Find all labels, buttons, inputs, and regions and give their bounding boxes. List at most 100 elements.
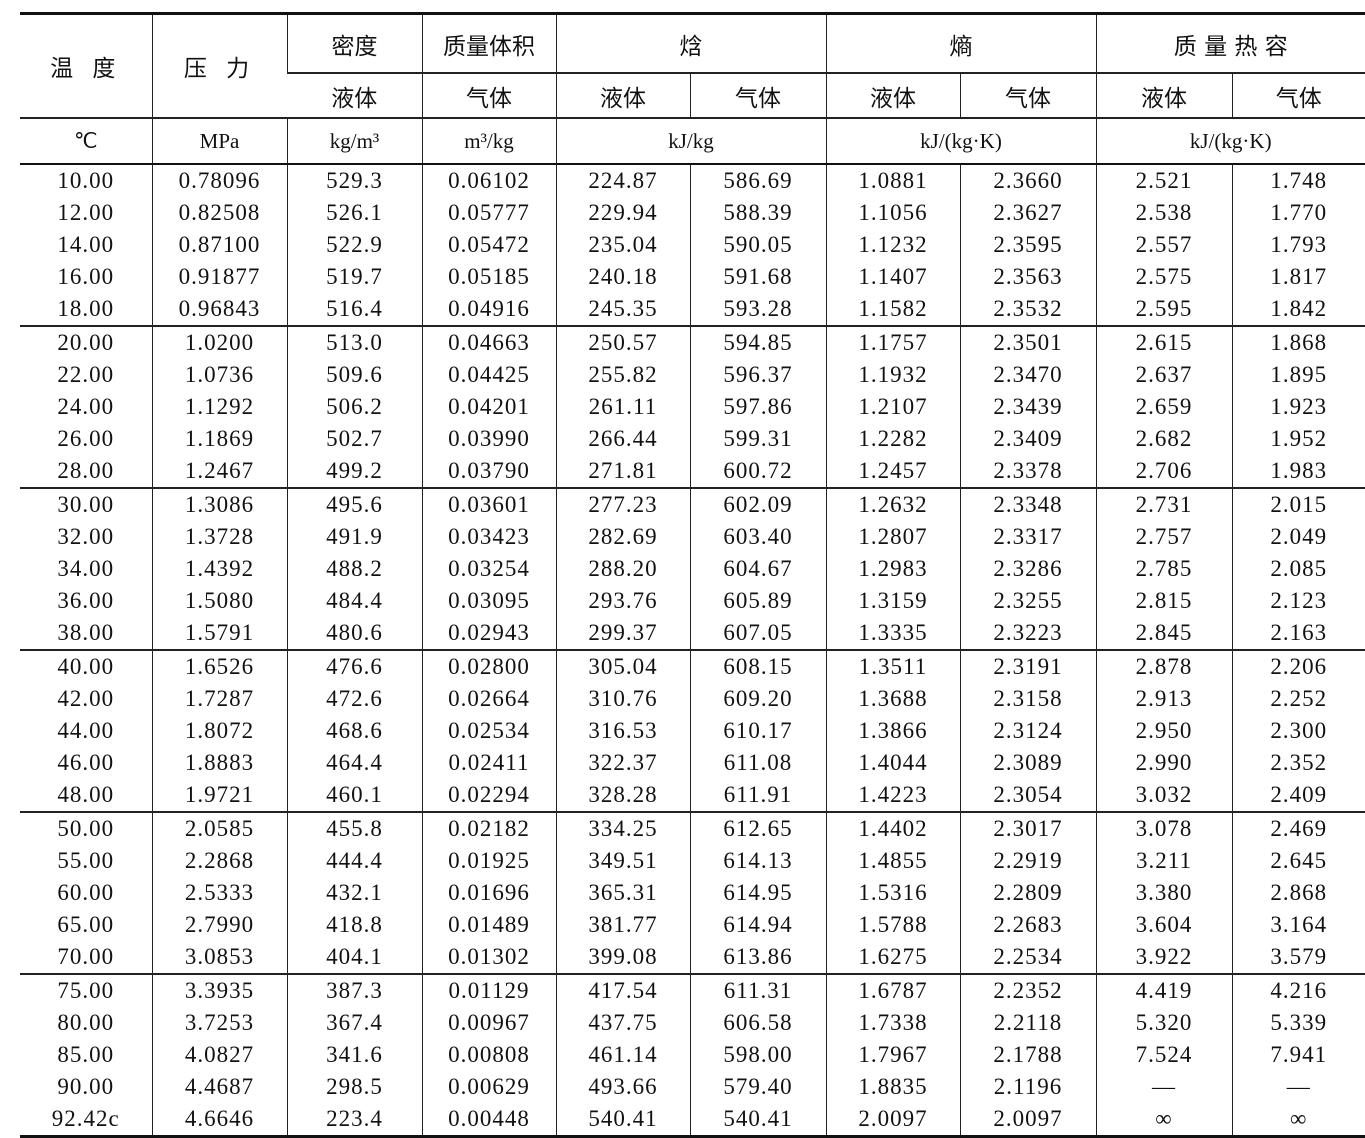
table-cell: 7.941 <box>1231 1039 1365 1071</box>
table-cell: 2.878 <box>1095 650 1232 683</box>
table-cell: 468.6 <box>286 715 422 747</box>
table-cell: 0.03423 <box>421 521 556 553</box>
table-cell: 2.3470 <box>959 359 1096 391</box>
table-cell: 36.00 <box>57 588 115 613</box>
header-gas: 气体 <box>959 73 1096 119</box>
table-cell: 1.5080 <box>151 585 287 617</box>
table-cell: 602.09 <box>689 488 826 521</box>
table-cell: 1.7967 <box>825 1039 960 1071</box>
table-row: 16.00 0.91877 519.7 0.05185 240.18 591.68 1.14… <box>20 261 1365 293</box>
table-cell: 579.40 <box>689 1071 826 1103</box>
table-cell: 2.123 <box>1231 585 1365 617</box>
table-row: 34.00 1.4392 488.2 0.03254 288.20 604.67 1.298… <box>20 553 1365 585</box>
table-cell: 591.68 <box>689 261 826 293</box>
table-cell: 404.1 <box>286 941 422 975</box>
header-heat-capacity: 质 量 热 容 <box>1095 13 1365 74</box>
table-cell: 2.2118 <box>959 1007 1096 1039</box>
table-cell: 2.0585 <box>151 812 287 845</box>
table-cell: 417.54 <box>555 974 690 1007</box>
table-cell: 0.02943 <box>421 617 556 651</box>
table-cell: 2.913 <box>1095 683 1232 715</box>
table-cell: 4.4687 <box>151 1071 287 1103</box>
table-cell: 418.8 <box>286 909 422 941</box>
table-cell: 1.793 <box>1231 229 1365 261</box>
table-cell: 1.4044 <box>825 747 960 779</box>
table-cell: 2.3054 <box>959 779 1096 813</box>
table-cell: 526.1 <box>286 197 422 229</box>
table-cell: 2.950 <box>1095 715 1232 747</box>
table-row: 26.00 1.1869 502.7 0.03990 266.44 599.31 1.228… <box>20 423 1365 455</box>
table-cell: 1.3866 <box>825 715 960 747</box>
table-cell: 305.04 <box>555 650 690 683</box>
table-cell: 495.6 <box>286 488 422 521</box>
table-cell: 513.0 <box>286 326 422 359</box>
table-cell: 2.3124 <box>959 715 1096 747</box>
table-cell: 2.3439 <box>959 391 1096 423</box>
table-cell: 0.00629 <box>421 1071 556 1103</box>
table-cell: 1.1407 <box>825 261 960 293</box>
table-cell: 48.00 <box>20 779 152 813</box>
table-cell: 0.82508 <box>151 197 287 229</box>
table-cell: 0.02800 <box>421 650 556 683</box>
table-cell: 2.206 <box>1231 650 1365 683</box>
unit-specific-volume: m³/kg <box>421 118 556 165</box>
table-cell: 0.02182 <box>421 812 556 845</box>
table-cell: 0.03095 <box>421 585 556 617</box>
table-cell: 261.11 <box>555 391 690 423</box>
table-row: 20.00 1.0200 513.0 0.04663 250.57 594.85 1.175… <box>20 326 1365 359</box>
table-cell: 2.659 <box>1095 391 1232 423</box>
table-cell: 444.4 <box>286 845 422 877</box>
table-cell: 298.5 <box>286 1071 422 1103</box>
unit-entropy: kJ/(kg·K) <box>825 118 1096 165</box>
table-cell: ∞ <box>1231 1103 1365 1138</box>
table-cell: 2.015 <box>1231 488 1365 521</box>
table-cell: 2.731 <box>1095 488 1232 521</box>
table-cell: 612.65 <box>689 812 826 845</box>
table-cell: 22.00 <box>57 362 115 387</box>
table-cell: 277.23 <box>555 488 690 521</box>
table-cell: 3.164 <box>1231 909 1365 941</box>
table-cell: 18.00 <box>20 293 152 327</box>
table-cell: 506.2 <box>286 391 422 423</box>
table-cell: 2.3255 <box>959 585 1096 617</box>
table-cell: 0.03990 <box>421 423 556 455</box>
table-cell: 2.3191 <box>959 650 1096 683</box>
table-cell: 299.37 <box>555 617 690 651</box>
table-cell: 12.00 <box>57 200 115 225</box>
table-cell: 90.00 <box>57 1074 115 1099</box>
table-cell: 3.922 <box>1095 941 1232 975</box>
header-liquid: 液体 <box>825 73 960 119</box>
table-cell: 2.3409 <box>959 423 1096 455</box>
table-cell: 588.39 <box>689 197 826 229</box>
table-cell: 70.00 <box>20 941 152 975</box>
table-row: 12.00 0.82508 526.1 0.05777 229.94 588.39 1.10… <box>20 197 1365 229</box>
table-cell: 2.300 <box>1231 715 1365 747</box>
table-cell: 529.3 <box>286 164 422 197</box>
table-row: 18.00 0.96843 516.4 0.04916 245.35 593.28 1.15… <box>20 293 1365 327</box>
table-cell: 2.706 <box>1095 455 1232 489</box>
table-cell: 0.02664 <box>421 683 556 715</box>
table-cell: 614.95 <box>689 877 826 909</box>
table-row: 60.00 2.5333 432.1 0.01696 365.31 614.95 1.531… <box>20 877 1365 909</box>
table-cell: 1.1932 <box>825 359 960 391</box>
table-body: 10.00 0.78096 529.3 0.06102 224.87 586.69 1.08… <box>20 164 1365 1138</box>
table-row: 90.00 4.4687 298.5 0.00629 493.66 579.40 1.883… <box>20 1071 1365 1103</box>
table-cell: 464.4 <box>286 747 422 779</box>
table-cell: 1.2107 <box>825 391 960 423</box>
table-row: 28.00 1.2467 499.2 0.03790 271.81 600.72 1.245… <box>20 455 1365 489</box>
table-cell: 614.94 <box>689 909 826 941</box>
table-cell: 229.94 <box>555 197 690 229</box>
table-cell: 271.81 <box>555 455 690 489</box>
table-cell: 250.57 <box>555 326 690 359</box>
table-cell: 2.3223 <box>959 617 1096 651</box>
table-cell: 0.91877 <box>151 261 287 293</box>
table-cell: 0.03790 <box>421 455 556 489</box>
table-cell: 608.15 <box>689 650 826 683</box>
table-cell: 540.41 <box>555 1103 690 1138</box>
table-cell: 40.00 <box>57 654 115 679</box>
table-cell: 1.0200 <box>151 326 287 359</box>
unit-density: kg/m³ <box>286 118 422 165</box>
table-row: 24.00 1.1292 506.2 0.04201 261.11 597.86 1.210… <box>20 391 1365 423</box>
table-cell: 1.4402 <box>825 812 960 845</box>
table-cell: 0.01302 <box>421 941 556 975</box>
